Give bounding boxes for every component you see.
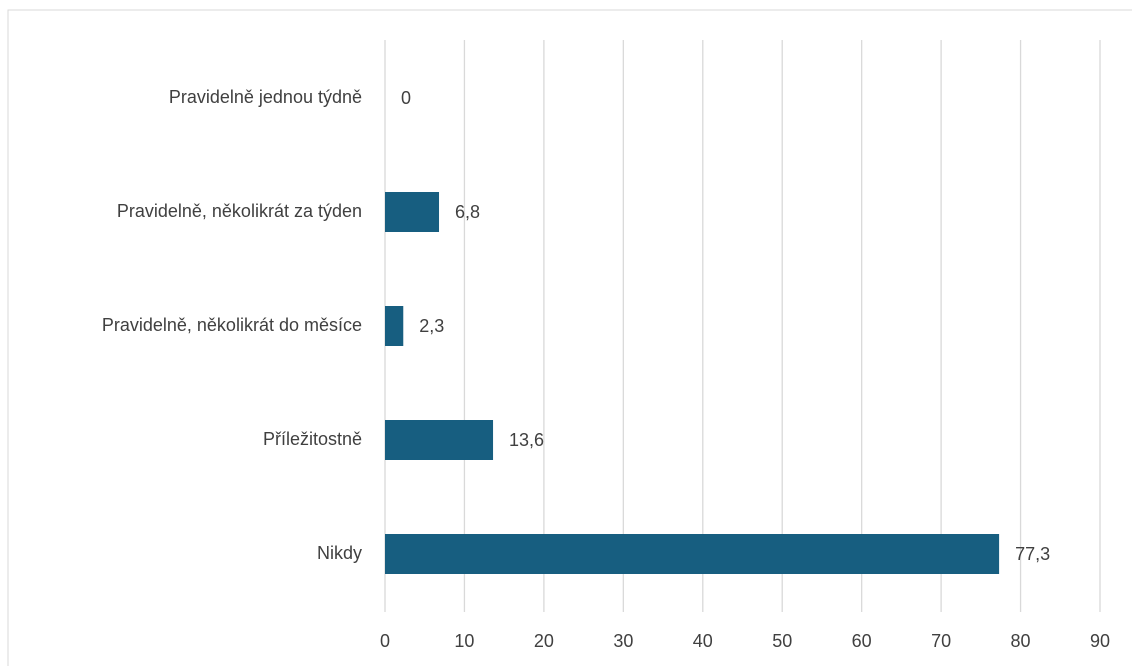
- y-tick-label: Nikdy: [317, 543, 362, 563]
- y-tick-label: Příležitostně: [263, 429, 362, 449]
- x-tick-label: 70: [931, 631, 951, 651]
- x-tick-label: 30: [613, 631, 633, 651]
- x-tick-label: 90: [1090, 631, 1110, 651]
- x-tick-label: 60: [852, 631, 872, 651]
- x-tick-label: 40: [693, 631, 713, 651]
- y-tick-label: Pravidelně jednou týdně: [169, 87, 362, 107]
- value-label: 13,6: [509, 430, 544, 450]
- value-label: 6,8: [455, 202, 480, 222]
- x-tick-label: 0: [380, 631, 390, 651]
- bar: [385, 192, 440, 232]
- bar: [385, 534, 1000, 574]
- chart-frame: [7, 9, 1132, 666]
- value-label: 0: [401, 88, 411, 108]
- x-tick-label: 10: [454, 631, 474, 651]
- x-tick-label: 80: [1011, 631, 1031, 651]
- value-label: 2,3: [419, 316, 444, 336]
- bar: [385, 306, 404, 346]
- y-tick-label: Pravidelně, několikrát za týden: [117, 201, 362, 221]
- y-tick-label: Pravidelně, několikrát do měsíce: [102, 315, 362, 335]
- value-label: 77,3: [1015, 544, 1050, 564]
- x-tick-label: 20: [534, 631, 554, 651]
- x-tick-label: 50: [772, 631, 792, 651]
- bar: [385, 420, 494, 460]
